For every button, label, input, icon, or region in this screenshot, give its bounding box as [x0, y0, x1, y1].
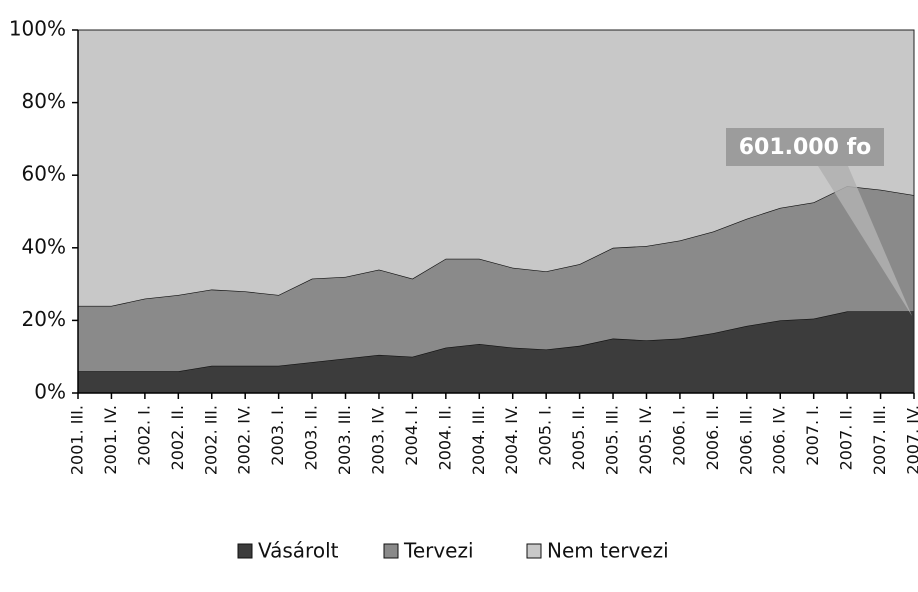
x-tick-label: 2005. I.	[536, 405, 555, 466]
x-tick-label: 2001. IV.	[101, 405, 120, 475]
y-tick-label: 100%	[9, 17, 66, 41]
area	[78, 186, 914, 372]
x-tick-label: 2007. I.	[803, 405, 822, 466]
y-tick-label: 60%	[22, 162, 66, 186]
x-tick-label: 2002. I.	[134, 405, 153, 466]
y-tick-label: 20%	[22, 307, 66, 331]
x-tick-label: 2002. IV.	[235, 405, 254, 475]
x-tick-label: 2002. II.	[168, 405, 187, 470]
annotation: 601.000 fo	[739, 135, 872, 160]
x-tick-label: 2004. I.	[402, 405, 421, 466]
y-tick-label: 80%	[22, 89, 66, 113]
legend-swatch	[237, 543, 253, 559]
x-tick-label: 2005. IV.	[636, 405, 655, 475]
plot-area	[78, 30, 915, 393]
callout-pointer	[818, 166, 912, 316]
x-tick-label: 2007. IV.	[904, 405, 918, 475]
x-tick-label: 2004. II.	[435, 405, 454, 470]
x-tick-label: 2003. I.	[268, 405, 287, 466]
x-tick-label: 2005. II.	[569, 405, 588, 470]
x-tick-label: 2003. III.	[335, 405, 354, 475]
x-tick-label: 2003. II.	[302, 405, 321, 470]
x-tick-label: 2005. III.	[603, 405, 622, 475]
annotation-box	[726, 128, 884, 166]
legend-label: Vásárolt	[258, 539, 339, 563]
x-tick-label: 2003. IV.	[368, 405, 387, 475]
x-tick-label: 2002. III.	[201, 405, 220, 475]
x-tick-label: 2006. IV.	[770, 405, 789, 475]
y-tick-label: 0%	[34, 380, 66, 404]
x-tick-label: 2004. III.	[469, 405, 488, 475]
x-tick-label: 2004. IV.	[502, 405, 521, 475]
legend-label: Nem tervezi	[547, 539, 669, 563]
x-tick-label: 2007. II.	[837, 405, 856, 470]
x-tick-label: 2007. III.	[870, 405, 889, 475]
area	[78, 311, 914, 393]
x-tick-label: 2006. I.	[669, 405, 688, 466]
x-tick-label: 2006. II.	[703, 405, 722, 470]
area	[78, 30, 914, 306]
x-tick-label: 2001. III.	[68, 405, 87, 475]
legend-swatch	[383, 543, 399, 559]
y-tick-label: 40%	[22, 234, 66, 258]
legend-label: Tervezi	[403, 539, 474, 563]
x-tick-label: 2006. III.	[736, 405, 755, 475]
legend-swatch	[526, 543, 542, 559]
